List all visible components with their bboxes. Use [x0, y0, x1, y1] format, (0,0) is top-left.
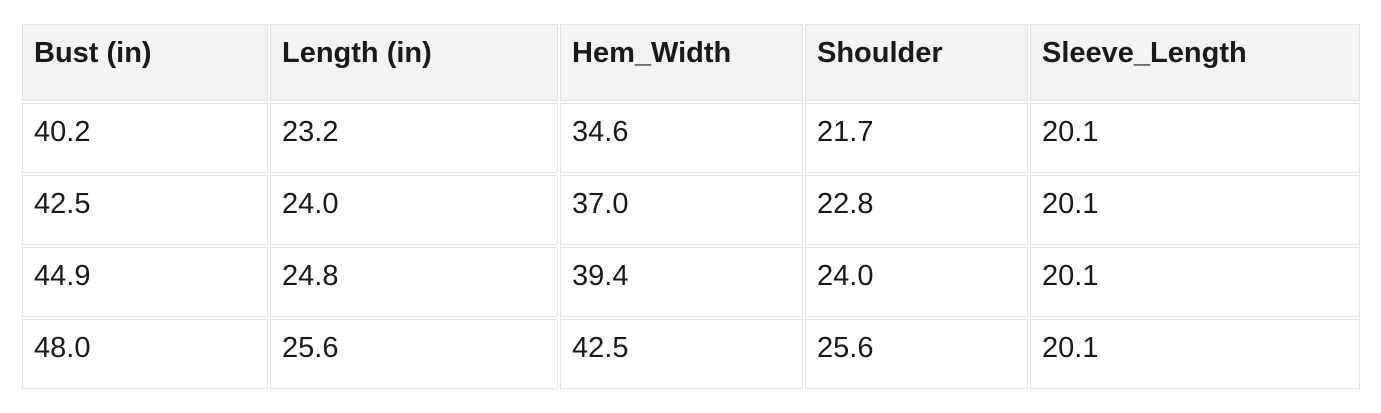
- table-cell: 25.6: [270, 319, 558, 389]
- table-cell: 42.5: [560, 319, 803, 389]
- size-chart-table: Bust (in) Length (in) Hem_Width Shoulder…: [20, 22, 1362, 391]
- table-cell: 25.6: [805, 319, 1028, 389]
- column-header-bust: Bust (in): [22, 24, 268, 101]
- table-row: 40.2 23.2 34.6 21.7 20.1: [22, 103, 1360, 173]
- column-header-length: Length (in): [270, 24, 558, 101]
- table-row: 42.5 24.0 37.0 22.8 20.1: [22, 175, 1360, 245]
- table-cell: 22.8: [805, 175, 1028, 245]
- table-cell: 21.7: [805, 103, 1028, 173]
- header-row: Bust (in) Length (in) Hem_Width Shoulder…: [22, 24, 1360, 101]
- size-chart-container: Bust (in) Length (in) Hem_Width Shoulder…: [20, 22, 1362, 391]
- table-cell: 48.0: [22, 319, 268, 389]
- table-cell: 34.6: [560, 103, 803, 173]
- table-cell: 20.1: [1030, 319, 1360, 389]
- table-cell: 24.0: [270, 175, 558, 245]
- table-cell: 20.1: [1030, 247, 1360, 317]
- table-cell: 40.2: [22, 103, 268, 173]
- column-header-hem-width: Hem_Width: [560, 24, 803, 101]
- table-cell: 37.0: [560, 175, 803, 245]
- column-header-shoulder: Shoulder: [805, 24, 1028, 101]
- table-row: 48.0 25.6 42.5 25.6 20.1: [22, 319, 1360, 389]
- column-header-sleeve-length: Sleeve_Length: [1030, 24, 1360, 101]
- table-cell: 23.2: [270, 103, 558, 173]
- table-cell: 44.9: [22, 247, 268, 317]
- table-cell: 20.1: [1030, 103, 1360, 173]
- table-cell: 24.8: [270, 247, 558, 317]
- table-cell: 20.1: [1030, 175, 1360, 245]
- table-cell: 42.5: [22, 175, 268, 245]
- table-cell: 24.0: [805, 247, 1028, 317]
- table-row: 44.9 24.8 39.4 24.0 20.1: [22, 247, 1360, 317]
- table-cell: 39.4: [560, 247, 803, 317]
